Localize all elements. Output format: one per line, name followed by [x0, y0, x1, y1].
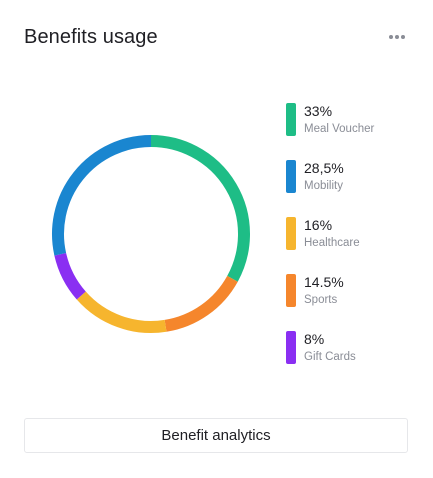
legend-label: Mobility — [304, 180, 343, 192]
legend-swatch — [286, 103, 296, 136]
more-horizontal-icon — [389, 35, 405, 39]
donut-slice-mobility — [52, 135, 152, 256]
donut-slice-sports — [164, 275, 238, 332]
donut-slice-meal-voucher — [150, 135, 250, 282]
legend-value: 14.5% — [304, 274, 344, 290]
benefit-analytics-button[interactable]: Benefit analytics — [24, 418, 408, 453]
legend-item-healthcare: 16% Healthcare — [286, 217, 426, 251]
legend-label: Meal Voucher — [304, 123, 375, 135]
legend-swatch — [286, 160, 296, 193]
legend-swatch — [286, 331, 296, 364]
legend-label: Healthcare — [304, 237, 360, 249]
donut-chart — [46, 129, 256, 339]
legend-label: Gift Cards — [304, 351, 356, 363]
legend-value: 33% — [304, 103, 333, 119]
legend-value: 28,5% — [304, 160, 344, 176]
donut-chart-svg — [52, 135, 250, 333]
legend-swatch — [286, 274, 296, 307]
legend-item-gift-cards: 8% Gift Cards — [286, 331, 426, 365]
more-options-button[interactable] — [384, 28, 410, 46]
legend-swatch — [286, 217, 296, 250]
donut-slice-gift-cards — [54, 252, 86, 300]
donut-slice-healthcare — [76, 291, 167, 333]
legend-item-meal-voucher: 33% Meal Voucher — [286, 103, 426, 137]
legend-item-sports: 14.5% Sports — [286, 274, 426, 308]
legend-label: Sports — [304, 294, 338, 306]
legend-value: 16% — [304, 217, 333, 233]
chart-legend: 33% Meal Voucher 28,5% Mobility 16% Healthcar… — [286, 103, 426, 388]
card-title: Benefits usage — [24, 26, 158, 48]
legend-item-mobility: 28,5% Mobility — [286, 160, 426, 194]
legend-value: 8% — [304, 331, 325, 347]
